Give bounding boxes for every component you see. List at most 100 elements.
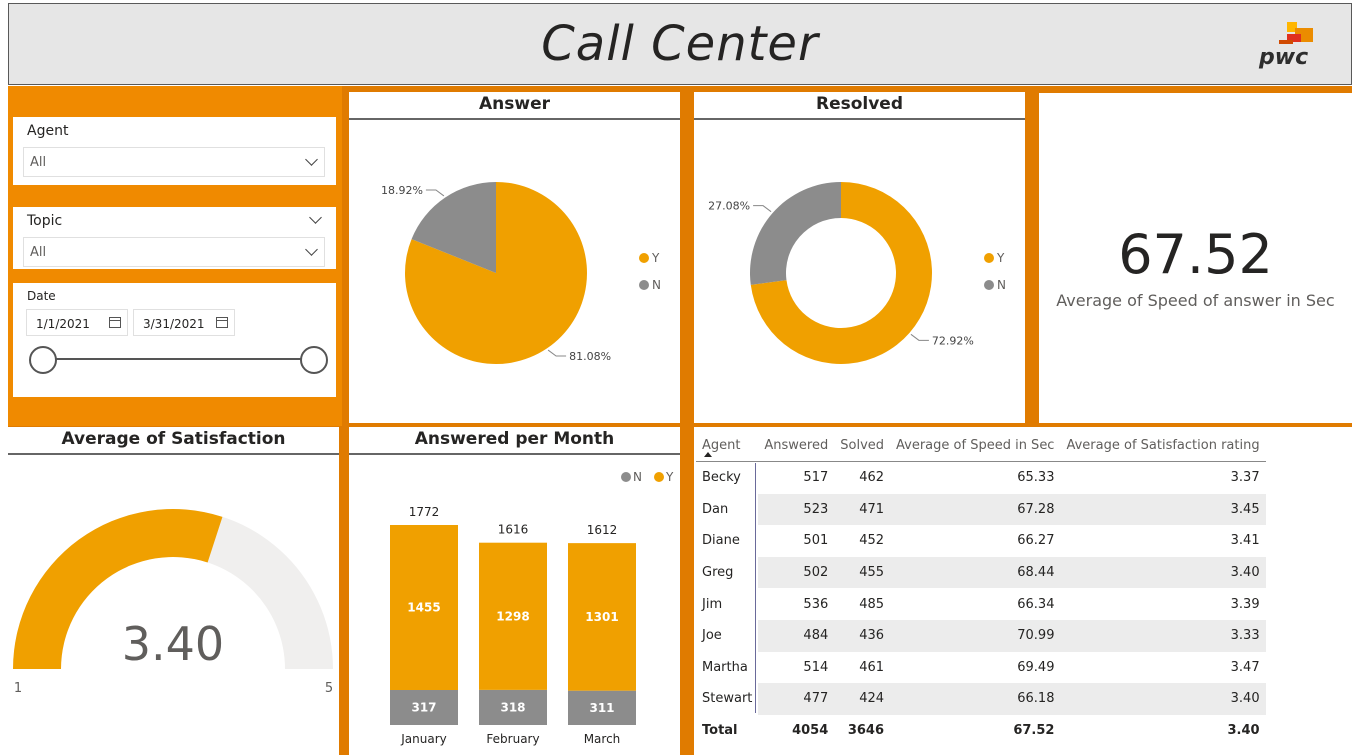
total-speed: 67.52 bbox=[1013, 723, 1055, 739]
table-row[interactable]: Dan 523 471 67.28 3.45 bbox=[696, 493, 1266, 526]
cell-agent: Joe bbox=[702, 628, 722, 644]
answered-per-month-chart: 317 1455 1772 January 318 1298 1616 February 311… bbox=[390, 470, 674, 746]
cell-satisfaction: 3.33 bbox=[1060, 619, 1266, 652]
topic-collapse-chevron-icon[interactable] bbox=[309, 211, 322, 224]
pwc-logo: pwc bbox=[1257, 20, 1317, 70]
pwc-logo-text: pwc bbox=[1258, 45, 1308, 70]
agent-slicer: Agent All bbox=[13, 117, 336, 185]
calendar-icon[interactable] bbox=[109, 317, 121, 328]
slice-label: 81.08% bbox=[569, 350, 611, 363]
column-header-speed[interactable]: Average of Speed in Sec bbox=[896, 437, 1055, 453]
cell-answered: 484 bbox=[758, 619, 835, 652]
cell-agent: Becky bbox=[702, 470, 741, 486]
leader-line bbox=[425, 189, 445, 197]
cell-solved: 436 bbox=[834, 619, 891, 652]
page-title: Call Center bbox=[541, 16, 819, 72]
legend-dot bbox=[621, 472, 631, 482]
date-range-track bbox=[41, 358, 313, 360]
legend-label: N bbox=[633, 470, 642, 484]
total-agent: Total bbox=[702, 723, 738, 739]
kpi-label: Average of Speed of answer in Sec bbox=[1056, 291, 1335, 310]
cell-answered: 477 bbox=[758, 683, 835, 715]
date-range-end-handle[interactable] bbox=[300, 346, 328, 374]
total-satisfaction: 3.40 bbox=[1227, 723, 1260, 739]
cell-agent: Diane bbox=[702, 533, 740, 549]
start-date-input[interactable]: 1/1/2021 bbox=[26, 309, 128, 336]
legend-label: Y bbox=[665, 470, 674, 484]
cell-satisfaction: 3.41 bbox=[1230, 533, 1260, 549]
bar-n bbox=[568, 690, 636, 725]
column-header-solved[interactable]: Solved bbox=[840, 437, 885, 453]
date-range-start-handle[interactable] bbox=[29, 346, 57, 374]
cell-agent: Jim bbox=[702, 596, 723, 612]
gauge-min-label: 1 bbox=[14, 681, 22, 696]
bar-n-label: 317 bbox=[411, 701, 436, 715]
slice-label: 72.92% bbox=[932, 334, 974, 347]
legend-dot bbox=[639, 280, 649, 290]
end-date-value: 3/31/2021 bbox=[143, 317, 205, 331]
gauge-fill bbox=[13, 508, 223, 669]
cell-answered: 517 bbox=[803, 470, 829, 486]
table-row[interactable]: Martha 514 461 69.49 3.47 bbox=[696, 652, 1266, 684]
cell-satisfaction: 3.47 bbox=[1230, 659, 1260, 675]
cell-speed: 66.27 bbox=[1017, 533, 1055, 549]
gauge-value: 3.40 bbox=[122, 617, 224, 671]
start-date-value: 1/1/2021 bbox=[36, 317, 90, 331]
table-row[interactable]: Greg 502 455 68.44 3.40 bbox=[696, 556, 1266, 589]
slice-n bbox=[750, 182, 841, 285]
cell-answered: 536 bbox=[803, 596, 829, 612]
table-total-row: Total 4054 3646 67.52 3.40 bbox=[696, 715, 1266, 747]
cell-speed: 69.49 bbox=[1017, 659, 1055, 675]
slice-y bbox=[750, 182, 932, 364]
table-row[interactable]: Becky 517 462 65.33 3.37 bbox=[696, 462, 1266, 494]
divider bbox=[694, 118, 1025, 120]
bar-total-label: 1612 bbox=[587, 523, 618, 537]
column-header-agent[interactable]: Agent bbox=[702, 437, 741, 453]
monthly-panel: Answered per Month 317 1455 1772 January 318… bbox=[349, 427, 680, 755]
slice-label: 18.92% bbox=[381, 184, 423, 197]
table-row[interactable]: Diane 501 452 66.27 3.41 bbox=[696, 525, 1266, 557]
cell-speed: 70.99 bbox=[890, 619, 1061, 652]
cell-agent: Dan bbox=[702, 501, 729, 517]
satisfaction-gauge: 3.40 1 5 bbox=[13, 508, 333, 696]
cell-answered: 501 bbox=[803, 533, 829, 549]
topic-slicer: Topic All bbox=[13, 207, 336, 269]
bar-n-label: 311 bbox=[589, 701, 614, 715]
legend-dot bbox=[654, 472, 664, 482]
answer-panel: Answer 81.08% 18.92% Y N bbox=[349, 92, 680, 423]
table-row[interactable]: Jim 536 485 66.34 3.39 bbox=[696, 588, 1266, 620]
leader-line bbox=[547, 349, 567, 357]
legend-dot bbox=[984, 280, 994, 290]
slice-n bbox=[411, 182, 496, 273]
topic-dropdown[interactable]: All bbox=[23, 237, 325, 267]
agent-dropdown[interactable]: All bbox=[23, 147, 325, 177]
column-header-answered[interactable]: Answered bbox=[764, 437, 829, 453]
divider bbox=[349, 453, 680, 455]
agent-column-separator bbox=[755, 463, 756, 713]
legend-dot bbox=[984, 253, 994, 263]
cell-satisfaction: 3.40 bbox=[1060, 683, 1266, 715]
chevron-down-icon bbox=[305, 153, 318, 166]
column-header-satisfaction[interactable]: Average of Satisfaction rating bbox=[1066, 437, 1260, 453]
bar-y-label: 1301 bbox=[585, 610, 618, 624]
legend-label: N bbox=[997, 278, 1006, 292]
slice-y bbox=[405, 182, 587, 365]
x-tick-label: March bbox=[584, 732, 621, 746]
table-row[interactable]: Joe 484 436 70.99 3.33 bbox=[696, 619, 1266, 652]
bar-y bbox=[390, 525, 458, 690]
legend-label: Y bbox=[996, 251, 1005, 265]
cell-solved: 471 bbox=[834, 493, 891, 526]
cell-solved: 485 bbox=[859, 596, 885, 612]
cell-answered: 514 bbox=[803, 659, 829, 675]
sort-ascending-icon[interactable] bbox=[704, 452, 712, 457]
end-date-input[interactable]: 3/31/2021 bbox=[133, 309, 235, 336]
bar-n bbox=[479, 689, 547, 725]
table-row[interactable]: Stewart 477 424 66.18 3.40 bbox=[696, 683, 1266, 715]
monthly-panel-title: Answered per Month bbox=[414, 429, 615, 449]
divider bbox=[349, 118, 680, 120]
cell-solved: 455 bbox=[834, 556, 891, 589]
date-slicer-label: Date bbox=[27, 289, 56, 303]
calendar-icon[interactable] bbox=[216, 317, 228, 328]
cell-speed: 65.33 bbox=[1017, 470, 1055, 486]
table-header-row: Agent Answered Solved Average of Speed i… bbox=[696, 429, 1266, 462]
